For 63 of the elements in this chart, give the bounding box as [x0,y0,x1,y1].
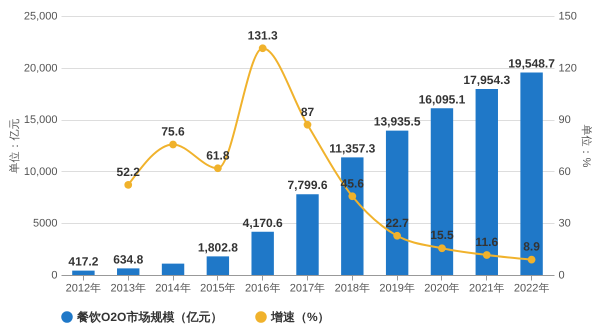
x-tick-label: 2015年 [200,282,236,294]
data-label: 1,802.8 [198,240,238,254]
y2-tick-label: 60 [558,166,571,178]
y2-tick-label: 90 [558,114,571,126]
bar [430,108,454,275]
x-tick-label: 2022年 [514,282,550,294]
legend-label: 增速（%） [270,310,330,324]
data-label: 11.6 [475,234,498,249]
point [393,232,402,240]
x-tick-label: 2013年 [110,282,146,294]
y-axis-title: 单位：亿元 [8,118,21,174]
x-tick-label: 2020年 [424,282,460,294]
data-label: 634.8 [113,252,144,266]
data-label: 417.2 [68,254,99,269]
point [528,256,536,264]
bar [162,264,184,275]
bar [296,194,319,275]
x-tick-label: 2016年 [244,282,280,294]
y2-tick-label: 120 [558,62,577,74]
x-tick-label: 2012年 [66,282,102,294]
data-label: 13,935.5 [374,114,421,129]
bar [251,232,274,275]
data-label: 75.6 [161,124,186,138]
point [214,164,222,172]
y2-axis-title: 单位：% [580,124,593,168]
x-tick-label: 2021年 [469,282,505,294]
data-label: 16,095.1 [418,92,466,106]
data-label: 7,799.6 [287,178,328,192]
y2-tick-label: 150 [558,10,577,22]
point [304,120,312,129]
bar [206,256,230,275]
point [258,44,267,52]
bar [341,157,364,275]
data-label: 87 [300,104,314,119]
y-tick-label: 0 [51,270,58,282]
data-label: 8.9 [523,240,540,254]
y-tick-label: 10,000 [24,166,58,178]
point [169,140,177,148]
bar [386,130,408,275]
bar [72,270,95,275]
data-label: 4,170.6 [242,216,284,230]
data-label: 131.3 [248,28,278,42]
point [124,181,132,189]
bar [476,88,498,275]
x-tick-label: 2014年 [155,282,191,294]
y-tick-label: 25,000 [24,10,58,22]
bar [520,72,543,275]
y-tick-label: 20,000 [24,62,58,74]
data-label: 11,357.3 [329,141,376,156]
point [348,192,356,200]
y2-tick-label: 0 [558,270,565,282]
bar [117,268,140,275]
legend-label: 餐饮O2O市场规模（亿元） [76,310,222,324]
point [482,251,491,259]
x-tick-label: 2017年 [290,282,326,294]
data-label: 19,548.7 [508,56,556,70]
x-tick-label: 2019年 [379,282,415,294]
x-tick-label: 2018年 [334,282,370,294]
data-label: 17,954.3 [463,72,510,87]
y-tick-label: 15,000 [24,114,58,126]
y-tick-label: 5000 [33,218,58,230]
point [438,244,446,252]
y2-tick-label: 30 [558,218,571,230]
